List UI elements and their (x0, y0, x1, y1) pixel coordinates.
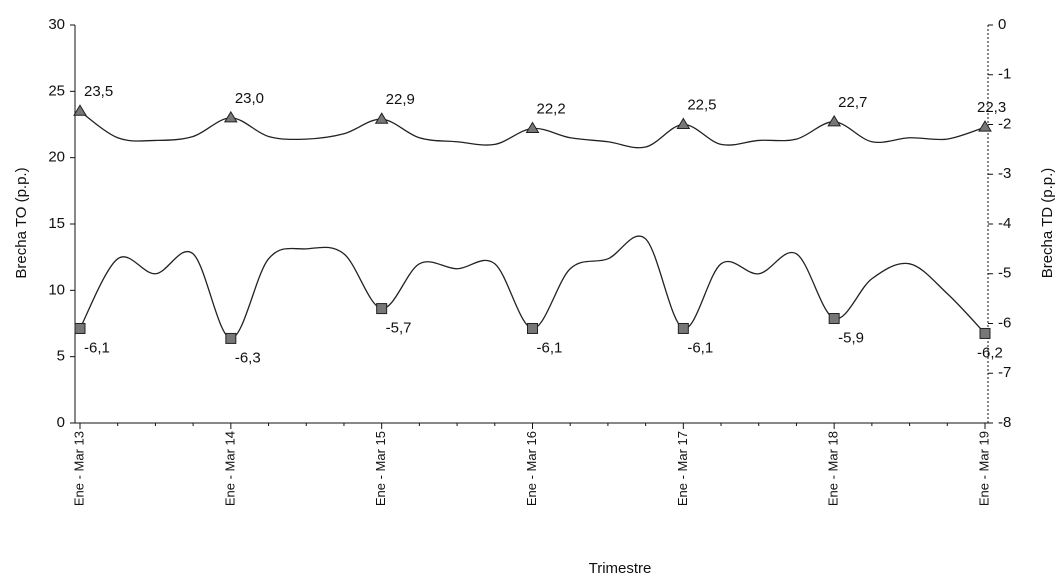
x-axis-title: Trimestre (589, 560, 652, 577)
y-axis-title: Brecha TO (p.p.) (13, 167, 30, 278)
data-point (527, 322, 538, 334)
y-tick-label: 0 (57, 414, 65, 431)
y2-tick-label: -3 (998, 165, 1011, 182)
data-point (828, 313, 840, 325)
x-tick-label: Ene - Mar 16 (524, 431, 539, 506)
x-tick-label: Ene - Mar 13 (71, 431, 86, 506)
y-tick-label: 25 (48, 82, 65, 99)
data-point (376, 303, 388, 315)
y2-tick-label: 0 (998, 16, 1006, 33)
y2-tick-label: -7 (998, 364, 1011, 381)
data-point (978, 120, 992, 132)
data-label: 22,2 (537, 100, 566, 117)
x-tick-label: Ene - Mar 14 (222, 431, 237, 506)
data-label: -5,7 (386, 320, 412, 337)
y2-tick-label: -6 (998, 314, 1011, 331)
data-label: 22,3 (977, 99, 1006, 116)
data-point (223, 110, 238, 123)
data-point (374, 112, 389, 124)
data-label: -5,9 (838, 329, 864, 346)
data-point (74, 322, 86, 334)
data-point (225, 332, 237, 344)
y-tick-label: 30 (48, 16, 65, 33)
data-point (677, 322, 689, 334)
y2-tick-label: -1 (998, 66, 1011, 83)
x-tick-label: Ene - Mar 15 (373, 431, 388, 506)
y2-tick-label: -2 (998, 115, 1011, 132)
data-label: -6,2 (977, 344, 1003, 361)
data-label: 22,9 (386, 91, 415, 108)
y-tick-label: 5 (57, 348, 65, 365)
data-point (73, 104, 87, 116)
x-tick-label: Ene - Mar 19 (976, 431, 991, 506)
data-point (979, 327, 991, 339)
data-label: -6,3 (235, 349, 261, 366)
y2-tick-label: -5 (998, 265, 1011, 282)
y2-tick-label: -8 (998, 414, 1011, 431)
x-tick-label: Ene - Mar 17 (675, 431, 690, 506)
data-label: -6,1 (84, 339, 110, 356)
y-tick-label: 20 (48, 149, 65, 166)
data-label: 22,5 (687, 96, 716, 113)
y2-tick-label: -4 (998, 215, 1011, 232)
x-tick-label: Ene - Mar 18 (826, 431, 841, 506)
data-label: 23,0 (235, 90, 264, 107)
data-point (676, 117, 691, 129)
y-tick-label: 15 (48, 215, 65, 232)
data-label: -6,1 (537, 339, 563, 356)
data-point (525, 121, 540, 133)
y-tick-label: 10 (48, 281, 65, 298)
data-label: 22,7 (838, 94, 867, 111)
data-point (827, 114, 842, 127)
y2-axis-title: Brecha TD (p.p.) (1039, 168, 1056, 279)
data-label: 23,5 (84, 83, 113, 100)
data-label: -6,1 (687, 339, 713, 356)
